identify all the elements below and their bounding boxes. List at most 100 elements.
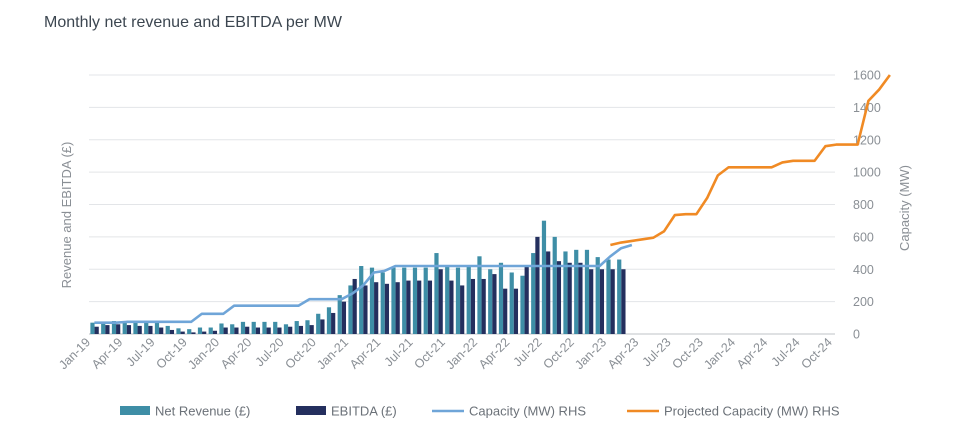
ebitda-bar [589, 269, 594, 334]
ebitda-bar [159, 327, 164, 334]
ebitda-bar [169, 329, 175, 334]
y-tick-label-right: 200 [853, 295, 874, 309]
ebitda-bar [341, 301, 347, 334]
ebitda-bar [546, 251, 551, 334]
ebitda-bar [363, 285, 368, 334]
net-revenue-bar [208, 327, 213, 334]
legend-net-revenue-swatch [120, 406, 150, 415]
ebitda-bar [94, 326, 99, 334]
net-revenue-bar [369, 267, 375, 334]
ebitda-bar [567, 262, 572, 334]
x-tick-label: Oct-24 [798, 335, 834, 371]
x-tick-label: Jan-20 [185, 335, 222, 372]
legend-ebitda-label: EBITDA (£) [331, 404, 397, 419]
net-revenue-bar [154, 322, 160, 334]
net-revenue-bar [412, 267, 418, 334]
ebitda-bar [180, 331, 185, 334]
x-tick-label: Jul-23 [640, 335, 674, 369]
ebitda-bar [320, 319, 325, 334]
ebitda-bar [255, 327, 261, 334]
y-tick-label-right: 400 [853, 263, 874, 277]
net-revenue-bar [262, 321, 267, 334]
x-tick-label: Apr-22 [476, 335, 512, 371]
x-tick-label: Jan-24 [701, 335, 738, 372]
x-tick-label: Jul-22 [511, 335, 545, 369]
ebitda-bar [578, 262, 583, 334]
net-revenue-bar [574, 249, 579, 334]
ebitda-bar [137, 325, 142, 334]
net-revenue-bar [187, 329, 192, 334]
ebitda-bar [384, 283, 390, 334]
net-revenue-bar [584, 249, 590, 334]
ebitda-bar [105, 325, 110, 334]
ebitda-bar [212, 330, 218, 334]
x-tick-label: Jan-19 [56, 335, 93, 372]
ebitda-bar [191, 332, 196, 334]
net-revenue-bar [337, 295, 342, 334]
ebitda-bar [331, 312, 336, 334]
x-tick-label: Jan-22 [443, 335, 480, 372]
x-tick-label: Jan-21 [314, 335, 351, 372]
net-revenue-bar [251, 321, 256, 334]
ebitda-bar [470, 278, 476, 334]
ebitda-bar [309, 325, 314, 334]
legend-net-revenue-label: Net Revenue (£) [155, 404, 250, 419]
ebitda-bar [599, 269, 605, 334]
net-revenue-bar [520, 275, 525, 334]
net-revenue-bar [348, 285, 353, 334]
net-revenue-bar [90, 322, 95, 334]
x-tick-label: Apr-20 [218, 335, 254, 371]
ebitda-bar [524, 266, 529, 334]
net-revenue-bar [552, 236, 557, 334]
ebitda-bar [449, 280, 454, 334]
x-tick-label: Jul-24 [769, 335, 803, 369]
net-revenue-bar [240, 321, 246, 334]
y-tick-label-right: 600 [853, 230, 874, 244]
ebitda-bar [535, 236, 540, 334]
net-revenue-bar [434, 253, 439, 334]
ebitda-bar [277, 327, 282, 334]
net-revenue-bar [498, 262, 504, 334]
ebitda-bar [438, 269, 443, 334]
legend-capacity-label: Capacity (MW) RHS [469, 404, 586, 419]
ebitda-bar [492, 274, 497, 334]
net-revenue-bar [531, 253, 536, 334]
net-revenue-bar [455, 267, 461, 334]
net-revenue-bar [445, 266, 450, 334]
ebitda-bar [288, 326, 293, 334]
ebitda-bar [126, 325, 132, 334]
ebitda-bar [460, 285, 465, 334]
ebitda-bar [556, 261, 562, 334]
projected-capacity-line [610, 74, 891, 247]
ebitda-bar [417, 280, 422, 334]
ebitda-bar [116, 324, 121, 334]
net-revenue-bar [488, 269, 493, 334]
x-tick-label: Oct-19 [153, 335, 189, 371]
net-revenue-bar [563, 251, 568, 334]
net-revenue-bar [122, 321, 127, 334]
net-revenue-bar [165, 325, 170, 334]
net-revenue-bar [219, 323, 224, 334]
y-axis-title-right: Capacity (MW) [897, 165, 912, 251]
ebitda-bar [406, 280, 411, 334]
ebitda-bar [298, 325, 304, 334]
legend-ebitda-swatch [296, 406, 326, 415]
net-revenue-bar [273, 321, 278, 334]
net-revenue-bar [391, 267, 396, 334]
ebitda-bar [148, 325, 153, 334]
ebitda-bar [481, 278, 486, 334]
ebitda-bar [352, 278, 357, 334]
y-tick-label-right: 800 [853, 198, 874, 212]
x-tick-label: Oct-23 [669, 335, 705, 371]
legend-projected-capacity-label: Projected Capacity (MW) RHS [664, 404, 840, 419]
ebitda-bar [427, 280, 433, 334]
net-revenue-bar [509, 272, 514, 334]
ebitda-bar [513, 288, 519, 334]
x-tick-label: Oct-22 [540, 335, 576, 371]
ebitda-bar [610, 269, 615, 334]
x-tick-label: Jul-20 [253, 335, 287, 369]
ebitda-bar [621, 269, 626, 334]
x-tick-label: Jul-19 [124, 335, 158, 369]
net-revenue-bar [617, 259, 622, 334]
net-revenue-bar [144, 321, 149, 334]
